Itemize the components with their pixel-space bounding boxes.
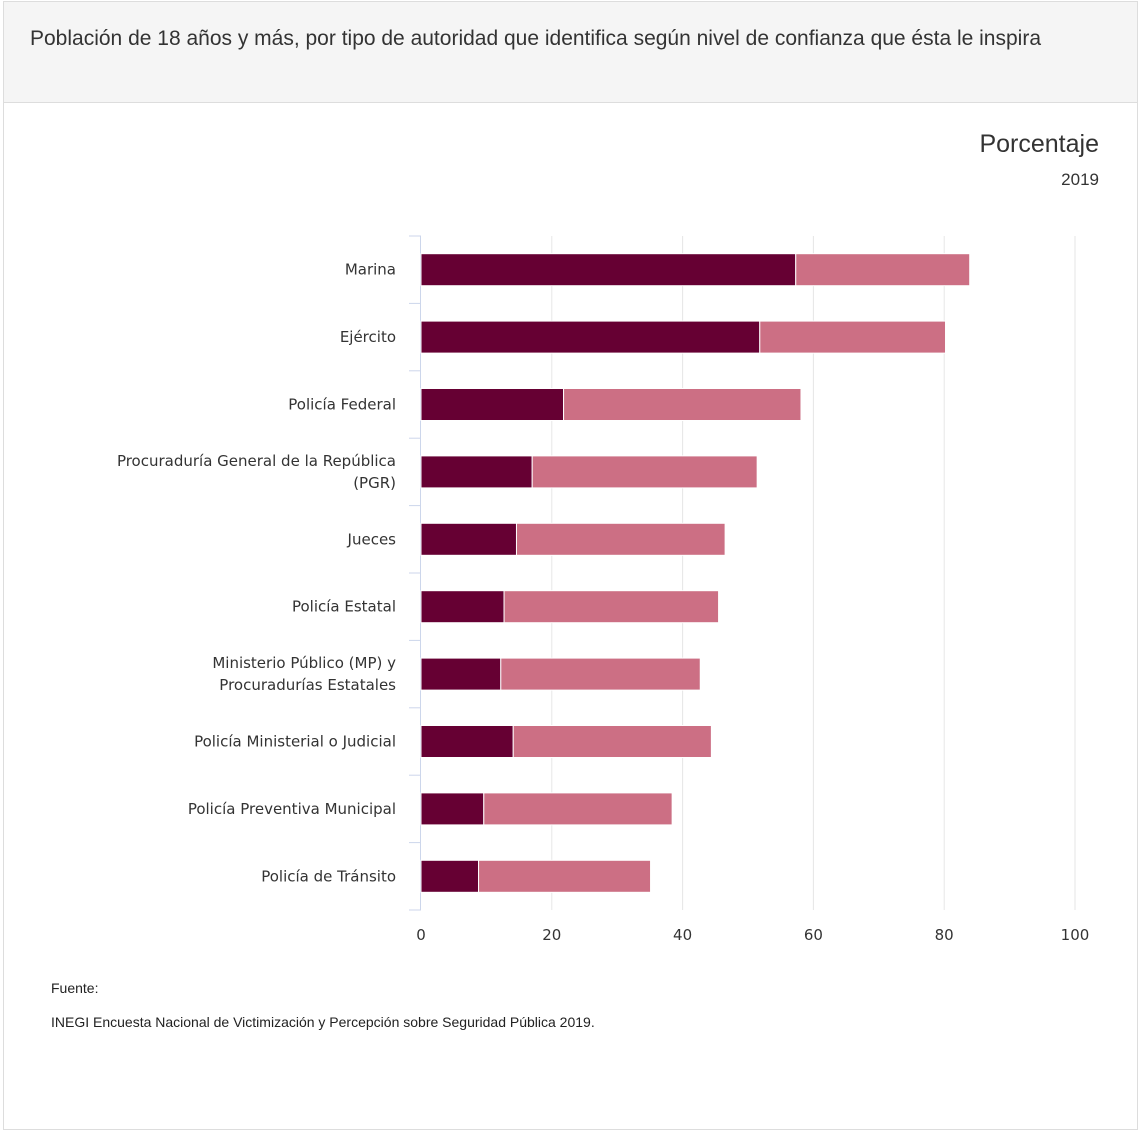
bar-series-2-9 [483,792,673,826]
source-text: INEGI Encuesta Nacional de Victimización… [51,1014,595,1030]
x-tick-label: 80 [935,926,954,944]
panel-header: Población de 18 años y más, por tipo de … [4,2,1137,103]
category-label: Policía Estatal [292,598,396,616]
bar-series-2-3 [563,388,802,421]
x-tick-label: 0 [416,926,426,944]
x-tick-label: 60 [804,926,823,944]
bar-series-2-6 [503,590,720,624]
bar-series-1-6 [420,590,505,624]
bar-series-1-2 [420,320,761,354]
bar-series-1-5 [420,522,517,556]
bar-series-1-7 [420,657,502,691]
category-label: Procuraduría General de la República [117,452,396,470]
bar-chart: Marina Ejército Policía Federal Procuradurí… [117,235,1090,944]
year-label: 2019 [1061,170,1099,189]
category-label: Ministerio Público (MP) y [212,654,396,672]
page-title: Población de 18 años y más, por tipo de … [30,27,1042,50]
category-label: Policía Ministerial o Judicial [194,733,396,751]
x-tick-label: 100 [1061,926,1090,944]
x-tick-label: 40 [673,926,692,944]
bar-series-1-9 [420,792,485,826]
category-label: Policía de Tránsito [261,867,396,885]
x-tick-label: 20 [542,926,561,944]
bar-series-2-4 [531,455,758,489]
bar-series-1-4 [420,455,533,489]
category-label: Jueces [347,530,397,548]
category-label: Policía Preventiva Municipal [188,800,396,818]
source-heading: Fuente: [51,980,99,996]
bar-series-2-1 [795,253,971,287]
unit-label: Porcentaje [979,130,1099,158]
category-label: (PGR) [353,474,396,492]
chart-panel: Población de 18 años y más, por tipo de … [3,1,1138,1130]
bar-series-2-8 [512,725,712,758]
bar-series-2-5 [515,522,726,556]
category-label: Ejército [340,328,396,346]
bar-series-2-7 [500,657,701,691]
bar-series-1-8 [420,725,514,758]
category-label: Marina [345,261,396,279]
bar-series-2-2 [759,320,947,354]
category-label: Procuradurías Estatales [219,676,396,694]
bar-series-1-1 [420,253,797,287]
category-label: Policía Federal [288,396,396,414]
bar-series-2-10 [478,859,652,893]
bar-series-1-3 [420,388,565,421]
bar-series-1-10 [420,859,480,893]
